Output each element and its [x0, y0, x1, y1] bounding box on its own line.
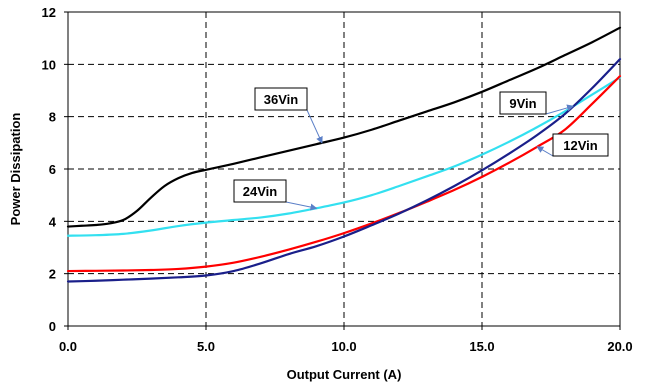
- y-axis-title: Power Dissipation: [8, 113, 23, 226]
- y-tick-label: 12: [42, 5, 56, 20]
- series-line-24vin: [66, 76, 622, 237]
- x-tick-label: 10.0: [331, 339, 356, 354]
- annotation-leader-24vin: [285, 201, 318, 211]
- series-line-36vin: [66, 26, 622, 228]
- y-tick-label: 6: [49, 162, 56, 177]
- annotation-box-9vin: [499, 91, 547, 115]
- y-tick-label: 10: [42, 57, 56, 72]
- series-annotations: 36Vin 9Vin 12Vin 24Vin: [233, 87, 609, 211]
- annotation-label-24vin: 24Vin: [243, 184, 278, 199]
- y-tick-label: 8: [49, 110, 56, 125]
- x-tick-label: 15.0: [469, 339, 494, 354]
- annotation-box-36vin: [254, 87, 308, 111]
- annotation-box-24vin: [233, 179, 287, 203]
- annotation-label-12vin: 12Vin: [563, 138, 598, 153]
- y-axis-ticks: 0 2 4 6 8 10 12: [42, 5, 68, 334]
- series-lines: [66, 26, 622, 283]
- annotation-leader-12vin: [536, 146, 554, 157]
- annotation-leader-9vin: [545, 104, 575, 115]
- series-line-12vin: [66, 75, 622, 273]
- annotation-label-36vin: 36Vin: [264, 92, 299, 107]
- y-tick-label: 2: [49, 267, 56, 282]
- x-axis-title: Output Current (A): [287, 367, 402, 382]
- y-tick-label: 4: [49, 214, 57, 229]
- annotation-label-9vin: 9Vin: [509, 96, 536, 111]
- series-line-9vin: [66, 58, 622, 283]
- y-tick-label: 0: [49, 319, 56, 334]
- grid: [68, 12, 620, 326]
- annotation-box-12vin: [552, 133, 609, 157]
- x-tick-label: 0.0: [59, 339, 77, 354]
- x-tick-label: 20.0: [607, 339, 632, 354]
- x-axis-ticks: 0.0 5.0 10.0 15.0 20.0: [59, 326, 633, 354]
- annotation-leader-36vin: [306, 109, 323, 144]
- x-tick-label: 5.0: [197, 339, 215, 354]
